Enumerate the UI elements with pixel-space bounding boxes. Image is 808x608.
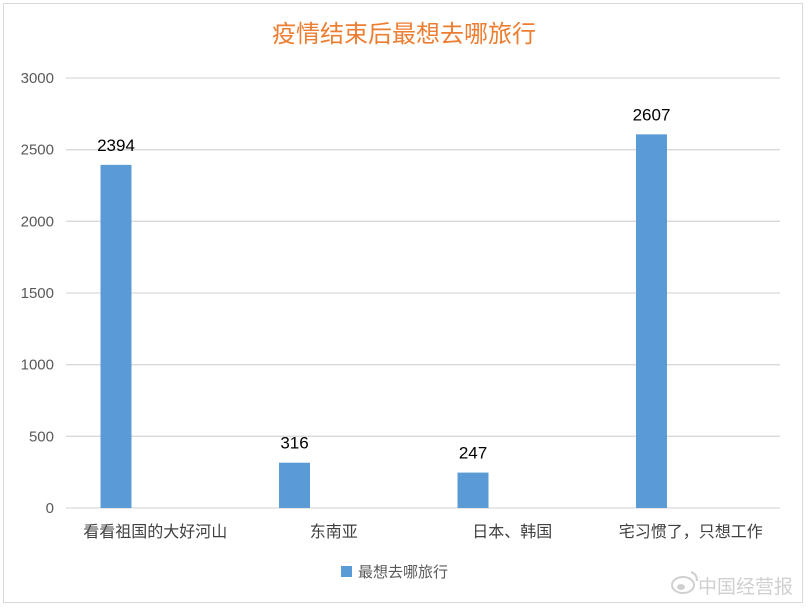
x-tick-label: 东南亚 [310,522,358,541]
x-tick-label: 宅习惯了，只想工作 [619,522,763,541]
data-label: 2394 [97,136,135,155]
y-tick-label: 2000 [21,213,54,230]
gridlines [66,77,780,509]
y-tick-label: 500 [29,428,54,445]
chart-frame [3,3,803,603]
legend-swatch [341,566,352,577]
y-tick-label: 2500 [21,142,54,159]
chart-title: 疫情结束后最想去哪旅行 [272,20,536,48]
y-tick-label: 0 [46,500,54,517]
x-tick-label: 日本、韩国 [472,522,552,541]
x-tick-label: 看看祖国的大好河山 [83,522,227,541]
x-axis-ticks: 看看祖国的大好河山 东南亚 日本、韩国 宅习惯了，只想工作 [83,522,763,541]
legend-label: 最想去哪旅行 [358,563,448,581]
legend: 最想去哪旅行 [341,563,448,581]
bar-2 [457,472,489,508]
y-tick-label: 1000 [21,357,54,374]
y-axis-ticks: 0 500 1000 1500 2000 2500 3000 [21,70,54,517]
bar-1 [279,462,310,508]
bars [100,134,667,509]
weibo-logo-icon [671,571,698,594]
watermark: 中国经营报 [671,571,793,598]
watermark-text: 中国经营报 [698,576,793,598]
bar-3 [636,134,667,508]
bar-0 [100,164,132,509]
y-tick-label: 1500 [21,285,54,302]
data-label: 2607 [633,105,671,124]
data-labels: 2394 316 247 2607 [97,105,670,462]
data-label: 316 [280,434,308,453]
data-label: 247 [459,444,487,463]
y-tick-label: 3000 [21,70,54,87]
